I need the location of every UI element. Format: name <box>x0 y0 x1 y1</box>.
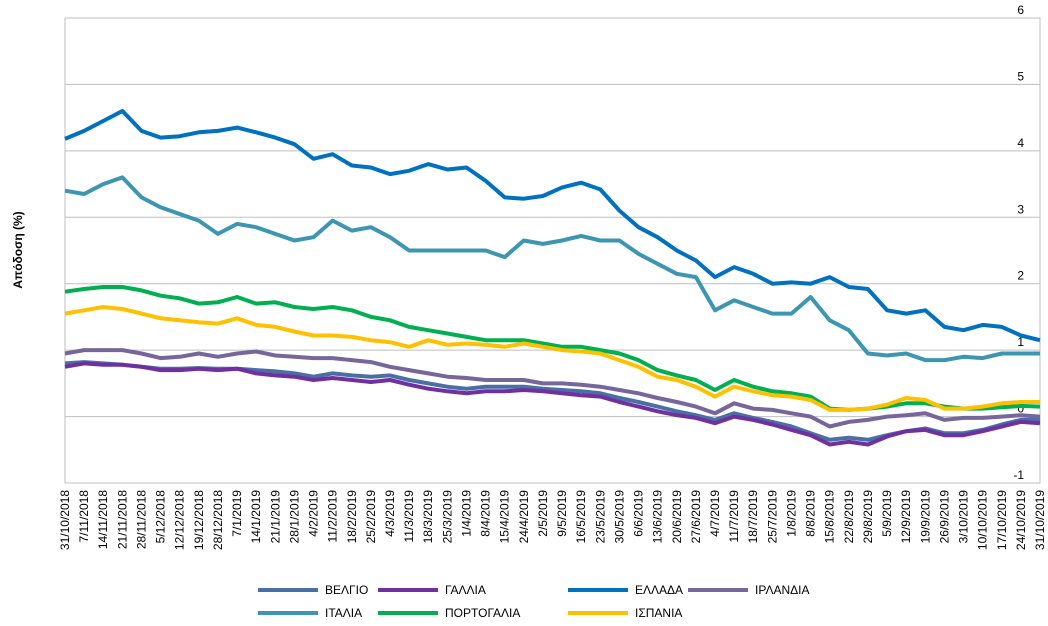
x-tick-label: 23/5/2019 <box>593 490 607 544</box>
x-tick-label: 3/10/2019 <box>957 490 971 544</box>
y-tick-label: 3 <box>1017 202 1024 216</box>
x-tick-label: 14/1/2019 <box>249 490 263 544</box>
legend-label: ΓΑΛΛΙΑ <box>445 583 486 597</box>
x-tick-label: 15/4/2019 <box>498 490 512 544</box>
y-axis-label: Απόδοση (%) <box>11 211 25 288</box>
x-tick-label: 25/7/2019 <box>765 490 779 544</box>
x-tick-label: 4/3/2019 <box>383 490 397 537</box>
series-line <box>64 175 1040 363</box>
x-tick-label: 20/6/2019 <box>670 490 684 544</box>
x-tick-label: 7/11/2018 <box>77 490 91 543</box>
series-line <box>64 348 1041 429</box>
x-tick-label: 17/10/2019 <box>995 490 1009 550</box>
y-tick-label: 5 <box>1017 69 1024 83</box>
x-tick-label: 13/6/2019 <box>651 490 665 544</box>
x-tick-label: 1/4/2019 <box>459 490 473 537</box>
x-tick-label: 19/12/2018 <box>192 490 206 550</box>
y-tick-label: 1 <box>1017 335 1024 349</box>
plot-frame <box>64 17 1041 484</box>
legend-label: ΙΤΑΛΙΑ <box>325 606 362 620</box>
x-tick-label: 2/5/2019 <box>536 490 550 537</box>
x-tick-label: 11/2/2019 <box>326 490 340 543</box>
y-tick-label: 6 <box>1017 3 1024 17</box>
x-tick-label: 30/5/2019 <box>612 490 626 544</box>
x-tick-label: 16/5/2019 <box>574 490 588 544</box>
series-line <box>64 305 1040 412</box>
x-tick-label: 18/7/2019 <box>746 490 760 544</box>
x-tick-label: 4/7/2019 <box>708 490 722 537</box>
x-tick-label: 21/1/2019 <box>268 490 282 544</box>
x-tick-label: 10/10/2019 <box>976 490 990 550</box>
x-tick-label: 12/12/2018 <box>173 490 187 550</box>
x-tick-label: 28/12/2018 <box>211 490 225 550</box>
x-tick-label: 27/6/2019 <box>689 490 703 544</box>
x-tick-label: 29/8/2019 <box>861 490 875 544</box>
x-tick-label: 9/5/2019 <box>555 490 569 537</box>
x-tick-label: 19/9/2019 <box>918 490 932 544</box>
x-tick-label: 11/3/2019 <box>402 490 416 543</box>
legend-label: ΠΟΡΤΟΓΑΛΙΑ <box>445 606 520 620</box>
y-tick-label: 2 <box>1017 269 1024 283</box>
x-tick-label: 6/6/2019 <box>632 490 646 537</box>
x-tick-label: 25/3/2019 <box>440 490 454 544</box>
x-tick-label: 7/1/2019 <box>230 490 244 537</box>
x-tick-label: 8/4/2019 <box>479 490 493 537</box>
x-tick-label: 24/10/2019 <box>1014 490 1028 550</box>
legend-label: ΕΛΛΑΔΑ <box>635 583 683 597</box>
x-tick-label: 1/8/2019 <box>784 490 798 537</box>
x-tick-label: 26/9/2019 <box>937 490 951 544</box>
x-tick-label: 4/2/2019 <box>307 490 321 537</box>
x-tick-label: 14/11/2018 <box>96 490 110 549</box>
x-tick-label: 8/8/2019 <box>804 490 818 537</box>
x-tick-label: 18/3/2019 <box>421 490 435 544</box>
x-tick-label: 24/4/2019 <box>517 490 531 544</box>
series-line <box>64 361 1041 447</box>
x-tick-label: 12/9/2019 <box>899 490 913 544</box>
y-tick-label: 4 <box>1017 136 1024 150</box>
x-tick-label: 18/2/2019 <box>345 490 359 544</box>
x-tick-label: 28/1/2019 <box>287 490 301 544</box>
y-tick-label: 0 <box>1017 402 1024 416</box>
x-tick-label: 5/9/2019 <box>880 490 894 537</box>
x-tick-label: 21/11/2018 <box>115 490 129 549</box>
x-tick-label: 31/10/2018 <box>58 490 72 550</box>
x-tick-label: 5/12/2018 <box>154 490 168 544</box>
x-tick-label: 25/2/2019 <box>364 490 378 544</box>
series-line <box>64 109 1041 343</box>
legend-label: ΙΣΠΑΝΙΑ <box>635 606 682 620</box>
y-tick-label: -1 <box>1013 468 1024 482</box>
legend-label: ΒΕΛΓΙΟ <box>325 583 368 597</box>
x-tick-label: 15/8/2019 <box>823 490 837 544</box>
x-tick-label: 31/10/2019 <box>1033 490 1047 550</box>
x-tick-label: 28/11/2018 <box>134 490 148 549</box>
x-tick-label: 22/8/2019 <box>842 490 856 544</box>
legend-label: ΙΡΛΑΝΔΙΑ <box>755 583 810 597</box>
x-tick-label: 11/7/2019 <box>727 490 741 543</box>
